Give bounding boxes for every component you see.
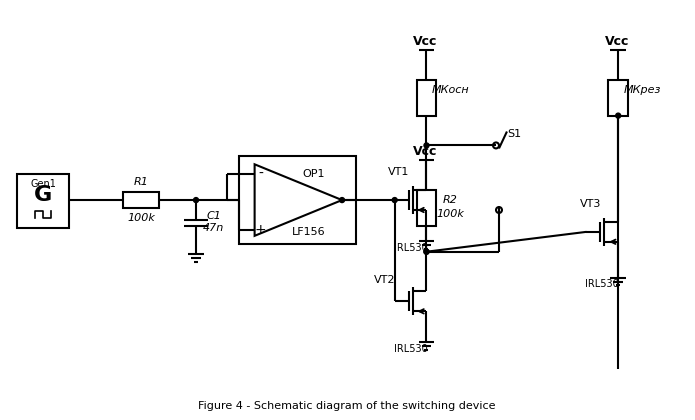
Bar: [17, 174, 69, 228]
Text: S1: S1: [507, 129, 521, 139]
Bar: [124, 192, 159, 208]
Text: 47n: 47n: [203, 223, 224, 233]
Circle shape: [616, 113, 621, 118]
Bar: [608, 80, 628, 116]
Circle shape: [496, 207, 502, 213]
Text: Figure 4 - Schematic diagram of the switching device: Figure 4 - Schematic diagram of the swit…: [198, 401, 496, 411]
Text: -: -: [258, 167, 263, 181]
Text: Gen1: Gen1: [30, 179, 56, 189]
Bar: [238, 156, 356, 244]
Text: IRL530: IRL530: [393, 243, 427, 253]
Circle shape: [392, 197, 397, 202]
Circle shape: [493, 142, 499, 148]
Circle shape: [424, 249, 429, 254]
Text: Vcc: Vcc: [414, 34, 438, 47]
Text: МКосн: МКосн: [432, 85, 469, 95]
Bar: [416, 190, 436, 226]
Text: Vcc: Vcc: [414, 145, 438, 158]
Text: C1: C1: [206, 211, 221, 221]
Circle shape: [193, 197, 199, 202]
Circle shape: [340, 197, 345, 202]
Text: +: +: [255, 223, 266, 237]
Text: Vcc: Vcc: [605, 34, 630, 47]
Text: 100k: 100k: [127, 213, 155, 223]
Circle shape: [424, 143, 429, 148]
Text: VT2: VT2: [374, 275, 395, 284]
Text: OP1: OP1: [302, 169, 325, 179]
Text: 100k: 100k: [436, 209, 464, 219]
Circle shape: [424, 249, 429, 254]
Text: VT1: VT1: [388, 167, 409, 177]
Text: VT3: VT3: [580, 199, 601, 209]
Text: R2: R2: [443, 195, 458, 205]
Text: IRL530: IRL530: [393, 344, 427, 354]
Text: G: G: [34, 185, 52, 205]
Text: LF156: LF156: [291, 227, 325, 237]
Text: R1: R1: [134, 177, 149, 187]
Bar: [416, 80, 436, 116]
Text: IRL530: IRL530: [585, 278, 619, 289]
Text: МКрез: МКрез: [623, 85, 661, 95]
